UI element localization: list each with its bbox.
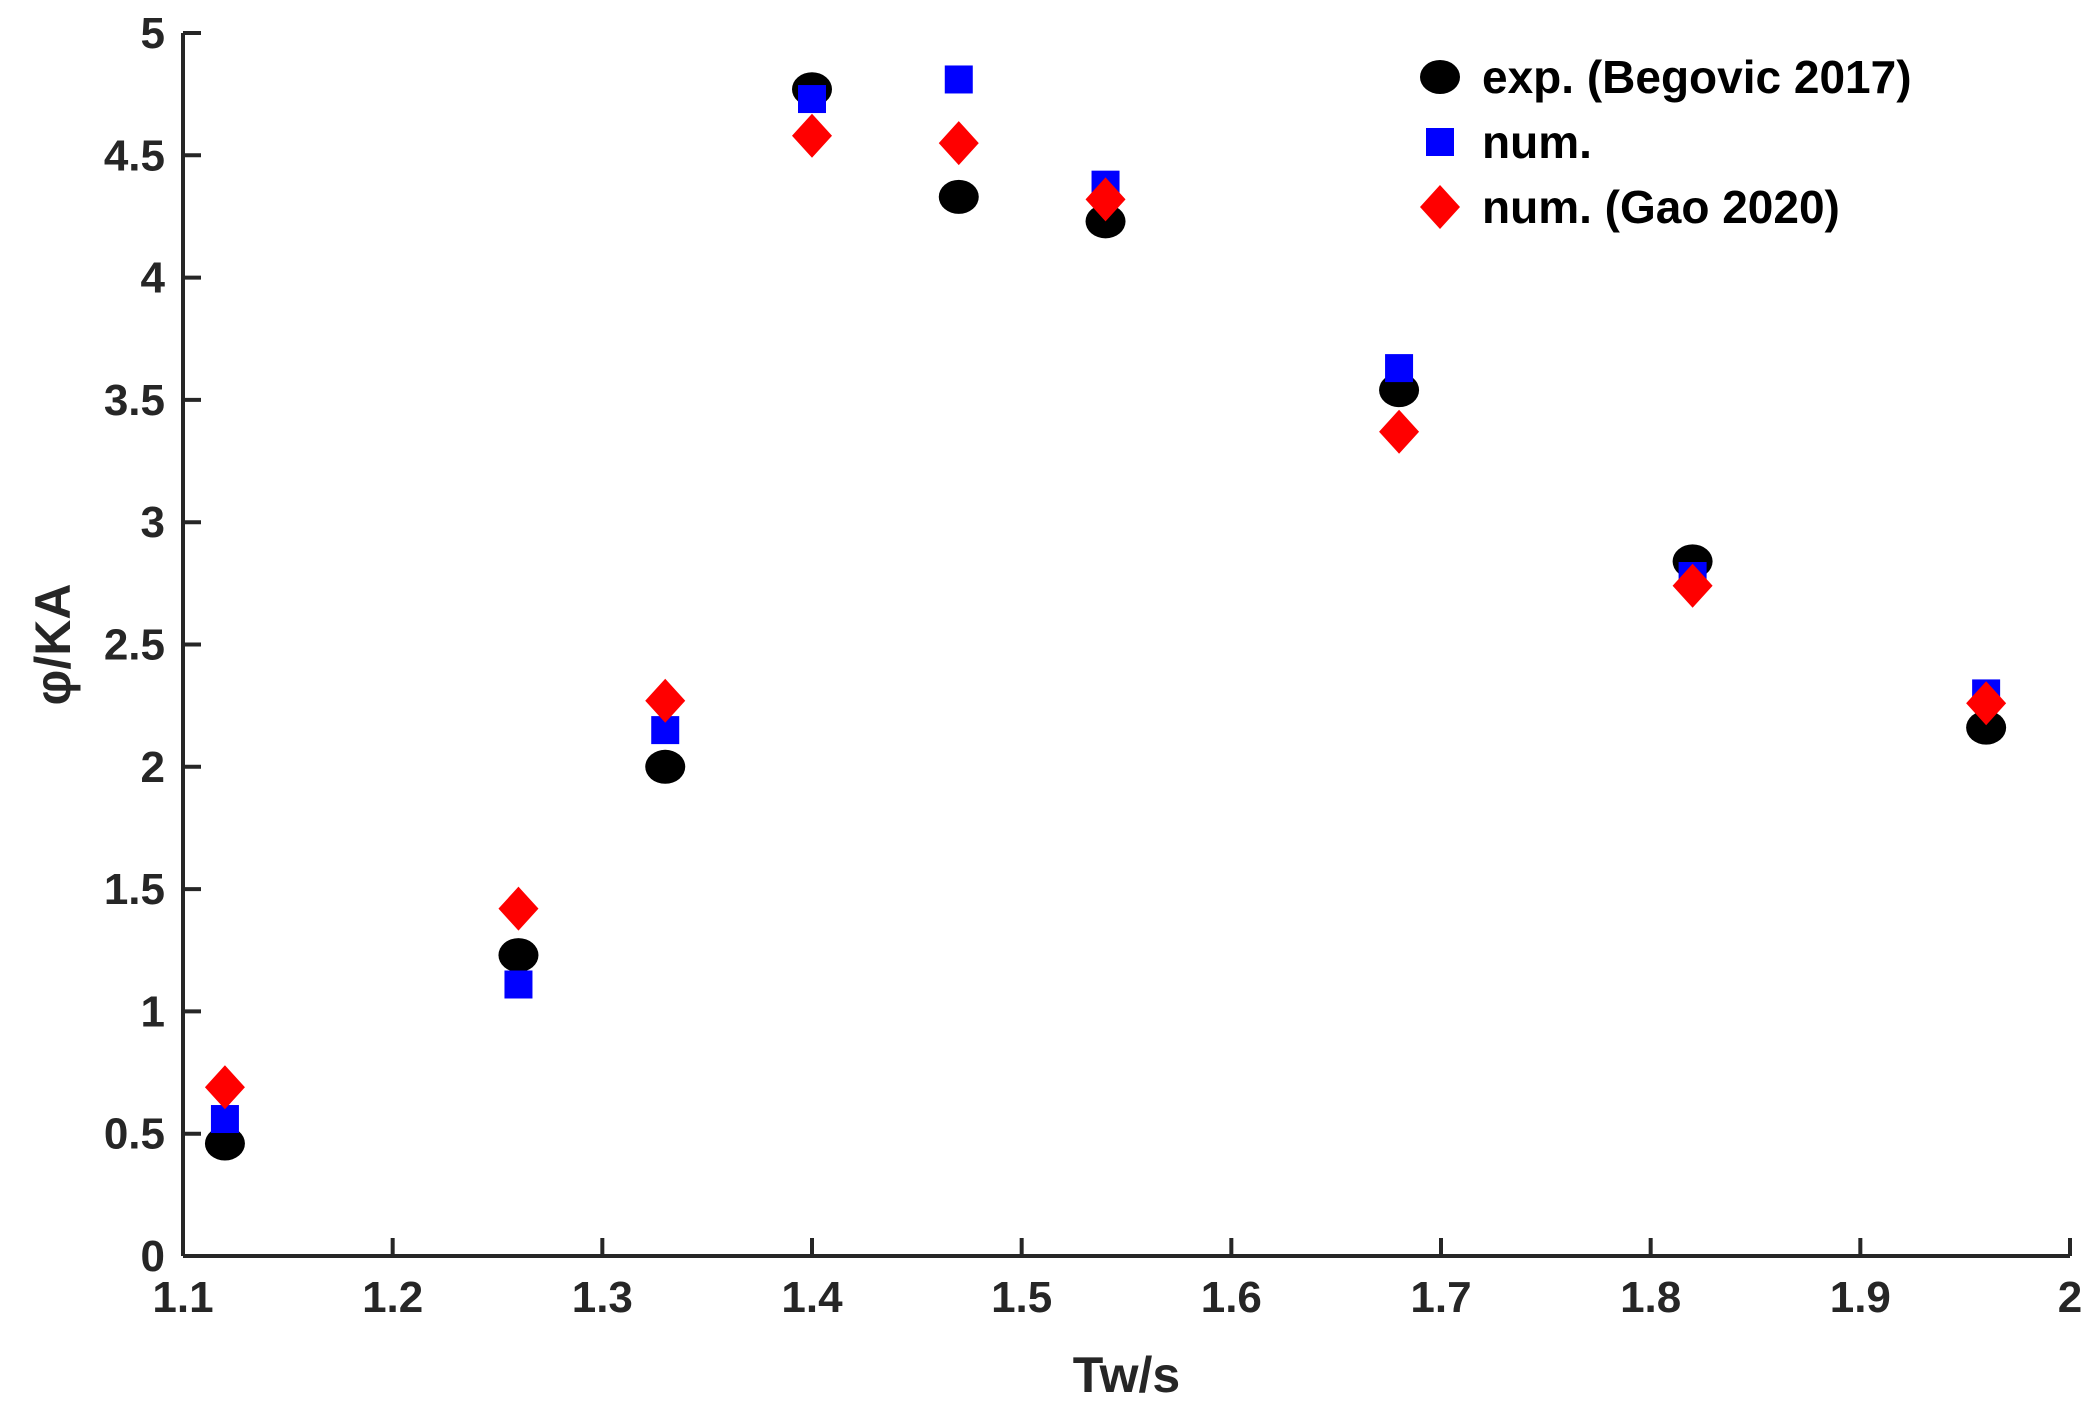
data-points: [204, 65, 2007, 1161]
y-tick-label: 3: [141, 498, 165, 547]
x-tick-label: 1.5: [991, 1273, 1052, 1322]
data-point: [645, 678, 686, 723]
data-point: [498, 938, 539, 973]
x-tick-label: 1.2: [362, 1273, 423, 1322]
x-tick-label: 1.7: [1410, 1273, 1471, 1322]
data-point: [498, 886, 539, 931]
x-tick-label: 1.6: [1201, 1273, 1262, 1322]
y-tick-label: 1.5: [104, 865, 165, 914]
data-point: [504, 970, 533, 999]
data-point: [798, 85, 826, 114]
data-point: [1385, 354, 1414, 383]
data-point: [1966, 710, 2007, 745]
series-diamond: [204, 113, 2007, 1110]
legend-marker: [1420, 185, 1460, 229]
data-point: [1966, 681, 2007, 726]
data-point: [944, 65, 973, 94]
x-tick-label: 1.9: [1830, 1273, 1891, 1322]
legend: exp. (Begovic 2017) num. num. (Gao 2020): [1420, 51, 1912, 233]
y-tick-label: 0.5: [104, 1110, 165, 1159]
data-point: [210, 1105, 239, 1134]
x-tick-label: 1.1: [152, 1273, 213, 1322]
legend-marker: [1420, 60, 1460, 94]
x-tick-label: 2: [2058, 1273, 2082, 1322]
data-point: [1085, 204, 1126, 239]
data-point: [938, 121, 979, 166]
tick-marks: [181, 31, 2072, 1258]
data-point: [1672, 563, 1713, 608]
legend-label: num. (Gao 2020): [1482, 181, 1840, 233]
y-tick-label: 4.5: [104, 131, 165, 180]
data-point: [792, 113, 832, 158]
y-tick-label: 3.5: [104, 376, 165, 425]
data-point: [1085, 177, 1126, 222]
legend-label: num.: [1482, 116, 1592, 168]
x-tick-label: 1.4: [781, 1273, 843, 1322]
legend-marker: [1426, 128, 1454, 156]
y-tick-label: 5: [141, 9, 165, 58]
y-tick-label: 2.5: [104, 621, 165, 670]
y-tick-label: 0: [141, 1232, 165, 1281]
data-point: [204, 1126, 245, 1161]
data-point: [645, 749, 686, 784]
y-tick-label: 4: [141, 254, 166, 303]
x-axis-title: Tw/s: [1073, 1347, 1180, 1403]
tick-labels: 1.1 1.2 1.3 1.4 1.5 1.6 1.7 1.8 1.9 2 0 0.5 1 1.5 2 2.5…: [104, 9, 2082, 1322]
y-tick-label: 2: [141, 743, 165, 792]
data-point: [1379, 409, 1420, 454]
data-point: [204, 1065, 245, 1110]
x-tick-label: 1.3: [572, 1273, 633, 1322]
y-tick-label: 1: [141, 987, 165, 1036]
legend-label: exp. (Begovic 2017): [1482, 51, 1912, 103]
x-tick-label: 1.8: [1620, 1273, 1681, 1322]
data-point: [938, 179, 979, 214]
y-axis-title: φ/KA: [25, 584, 81, 706]
